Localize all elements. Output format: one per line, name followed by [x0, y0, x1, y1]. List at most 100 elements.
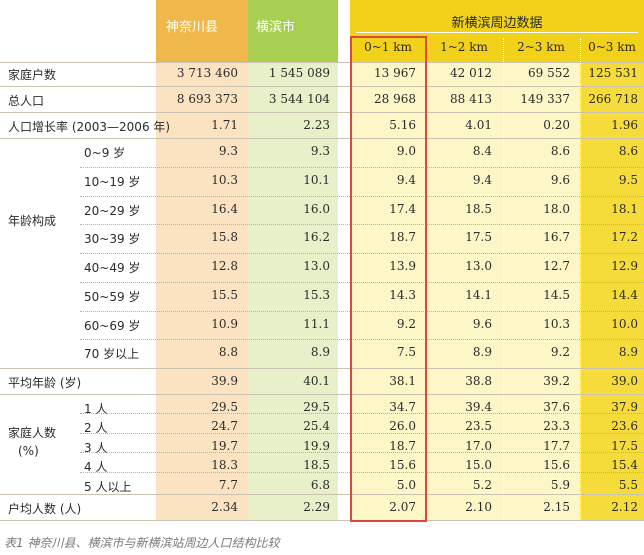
household-row: 1 人 29.5 29.5 34.7 39.4 37.6 37.9 — [0, 400, 644, 420]
household-group-label: 家庭人数 (%) — [8, 424, 56, 460]
cell: 9.3 — [218, 144, 238, 158]
cell: 6.8 — [310, 477, 330, 492]
cell: 9.4 — [396, 172, 416, 187]
row-divider — [80, 195, 644, 197]
cell: 29.5 — [303, 400, 330, 414]
age-row: 0~9 岁 9.3 9.3 9.0 8.4 8.6 8.6 — [0, 144, 644, 164]
cell: 2.23 — [303, 118, 330, 132]
row-divider — [80, 413, 644, 415]
row-divider — [80, 452, 644, 454]
row-label: 总人口 — [8, 94, 45, 108]
cell: 10.3 — [211, 172, 238, 187]
cell: 1.96 — [611, 118, 638, 132]
row-divider — [80, 253, 644, 254]
row-growth: 人口增长率 (2003—2006 年) 1.71 2.23 5.16 4.01 … — [0, 118, 644, 138]
cell: 14.5 — [543, 287, 570, 302]
shinyoko-header-divider — [356, 32, 638, 33]
row-label: 平均年龄 (岁) — [8, 376, 82, 390]
cell: 8.6 — [550, 144, 570, 158]
cell: 4.01 — [465, 118, 492, 132]
cell: 18.5 — [465, 201, 492, 216]
cell: 39.0 — [611, 374, 638, 388]
cell: 18.7 — [389, 230, 416, 245]
cell: 18.0 — [543, 201, 570, 216]
cell: 8.9 — [310, 345, 330, 360]
cell: 38.1 — [389, 374, 416, 388]
subcol-1-2km: 1~2 km — [440, 40, 488, 54]
cell: 19.9 — [303, 438, 330, 453]
yokohama-header: 横滨市 — [248, 0, 338, 62]
row-sub-label: 20~29 岁 — [84, 203, 141, 218]
row-divider — [80, 310, 644, 312]
cell: 5.9 — [550, 477, 570, 492]
cell: 15.6 — [543, 458, 570, 473]
cell: 16.0 — [303, 201, 330, 216]
cell: 15.6 — [389, 458, 416, 473]
row-divider — [80, 339, 644, 341]
cell: 2.29 — [303, 500, 330, 514]
row-divider — [80, 471, 644, 473]
cell: 25.4 — [303, 419, 330, 434]
cell: 15.8 — [211, 230, 238, 245]
cell: 14.4 — [611, 287, 638, 302]
row-sub-label: 10~19 岁 — [84, 174, 141, 189]
cell: 15.3 — [303, 287, 330, 302]
household-row: 5 人以上 7.7 6.8 5.0 5.2 5.9 5.5 — [0, 478, 644, 498]
row-sub-label: 30~39 岁 — [84, 232, 141, 247]
cell: 17.5 — [611, 438, 638, 453]
household-group-label-line1: 家庭人数 — [8, 426, 57, 440]
cell: 9.4 — [472, 172, 492, 187]
rule-hh-end — [0, 494, 644, 495]
cell: 0.20 — [543, 118, 570, 132]
cell: 38.8 — [465, 374, 492, 388]
cell: 15.4 — [611, 458, 638, 473]
cell: 266 718 — [588, 92, 638, 106]
cell: 5.5 — [618, 477, 638, 492]
cell: 9.2 — [550, 345, 570, 360]
cell: 7.7 — [218, 477, 238, 492]
cell: 9.3 — [310, 144, 330, 158]
age-group-label: 年龄构成 — [8, 214, 57, 228]
cell: 23.5 — [465, 419, 492, 434]
separator-2 — [503, 38, 504, 520]
row-label: 户均人数 (人) — [8, 502, 82, 516]
cell: 12.9 — [611, 259, 638, 273]
cell: 8.6 — [618, 144, 638, 158]
cell: 11.1 — [303, 316, 330, 331]
subcol-0-3km: 0~3 km — [588, 40, 636, 54]
row-sub-label: 50~59 岁 — [84, 289, 141, 304]
cell: 37.9 — [611, 400, 638, 414]
cell: 2.10 — [465, 500, 492, 514]
cell: 2.34 — [211, 500, 238, 514]
rule-age-end — [0, 368, 644, 369]
row-sub-label: 0~9 岁 — [84, 146, 126, 160]
age-row: 20~29 岁 16.4 16.0 17.4 18.5 18.0 18.1 — [0, 202, 644, 222]
cell: 9.5 — [618, 172, 638, 187]
cell: 17.2 — [611, 230, 638, 245]
row-sub-label: 60~69 岁 — [84, 318, 141, 333]
cell: 5.16 — [389, 118, 416, 132]
cell: 8.9 — [618, 345, 638, 360]
row-sub-label: 1 人 — [84, 402, 108, 416]
cell: 15.5 — [211, 287, 238, 302]
row-divider — [80, 281, 644, 283]
cell: 8 693 373 — [176, 92, 238, 106]
row-label: 人口增长率 (2003—2006 年) — [8, 120, 171, 134]
cell: 29.5 — [211, 400, 238, 414]
kanagawa-header-label: 神奈川县 — [166, 20, 219, 35]
row-sub-label: 2 人 — [84, 421, 108, 436]
row-divider — [80, 432, 644, 434]
cell: 18.7 — [389, 438, 416, 453]
cell: 10.9 — [211, 316, 238, 331]
separator-3 — [580, 38, 581, 520]
household-row: 3 人 19.7 19.9 18.7 17.0 17.7 17.5 — [0, 439, 644, 459]
shinyoko-group-title: 新横滨周边数据 — [451, 16, 543, 31]
cell: 69 552 — [528, 66, 570, 80]
cell: 18.1 — [611, 201, 638, 216]
cell: 16.4 — [211, 201, 238, 216]
rule-population — [0, 112, 644, 113]
subcol-2-3km: 2~3 km — [517, 40, 565, 54]
cell: 8.8 — [218, 345, 238, 360]
row-sub-label: 4 人 — [84, 460, 108, 475]
cell: 12.8 — [211, 259, 238, 273]
